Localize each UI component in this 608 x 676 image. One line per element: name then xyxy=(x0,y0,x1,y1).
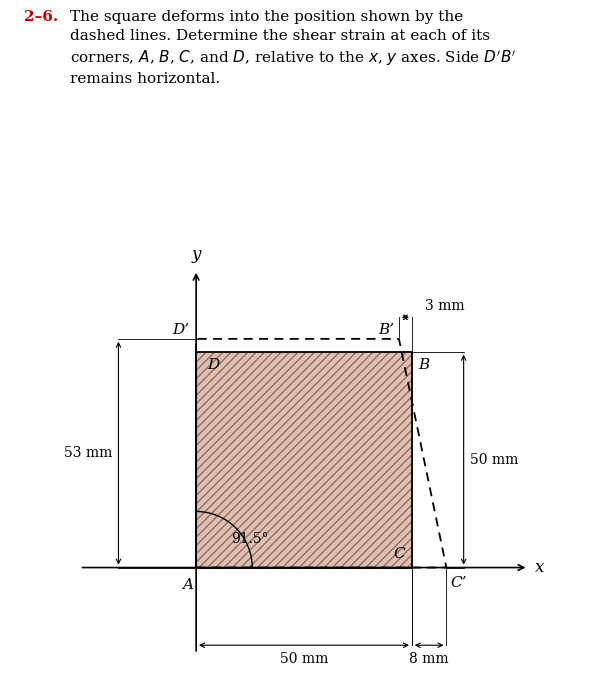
Text: D: D xyxy=(207,358,219,372)
Text: y: y xyxy=(192,246,201,264)
Text: 3 mm: 3 mm xyxy=(425,299,465,313)
Text: x: x xyxy=(535,559,544,576)
Text: 91.5°: 91.5° xyxy=(230,532,268,546)
Text: C: C xyxy=(394,547,406,561)
Text: 8 mm: 8 mm xyxy=(409,652,449,666)
Text: 50 mm: 50 mm xyxy=(470,453,519,466)
Text: 50 mm: 50 mm xyxy=(280,652,328,666)
Text: D’: D’ xyxy=(173,322,190,337)
Text: B: B xyxy=(418,358,430,372)
Text: The square deforms into the position shown by the
dashed lines. Determine the sh: The square deforms into the position sho… xyxy=(70,10,516,87)
Polygon shape xyxy=(196,352,412,568)
Text: C’: C’ xyxy=(451,576,467,590)
Text: A: A xyxy=(182,579,193,592)
Text: B’: B’ xyxy=(379,322,395,337)
Text: 2–6.: 2–6. xyxy=(24,10,58,24)
Text: 53 mm: 53 mm xyxy=(64,446,112,460)
